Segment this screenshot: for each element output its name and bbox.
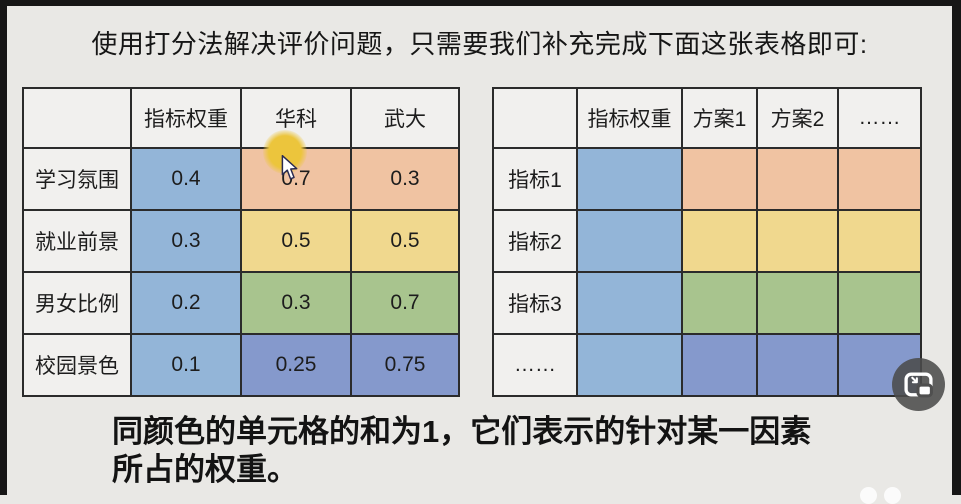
- table-row: ……: [492, 333, 922, 397]
- table-cell: [681, 271, 758, 335]
- row-header: 学习氛围: [22, 147, 132, 211]
- table-cell: 0.3: [130, 209, 242, 273]
- table-cell: 0.5: [350, 209, 460, 273]
- table-cell: [681, 147, 758, 211]
- column-header: ……: [837, 87, 922, 149]
- row-header: 校园景色: [22, 333, 132, 397]
- column-header: 方案2: [756, 87, 839, 149]
- example-score-table: 指标权重 华科 武大 学习氛围 0.4 0.7 0.3 就业前景 0.3 0.5…: [22, 87, 460, 397]
- column-header: [22, 87, 132, 149]
- column-header: 华科: [240, 87, 352, 149]
- table-row: 指标1: [492, 147, 922, 211]
- screen-frame-top: [0, 0, 961, 6]
- row-header: 就业前景: [22, 209, 132, 273]
- table-cell: [756, 209, 839, 273]
- table-cell: [837, 147, 922, 211]
- column-header: 武大: [350, 87, 460, 149]
- pip-button[interactable]: [892, 358, 945, 411]
- note-line-1: 同颜色的单元格的和为1，它们表示的针对某一因素: [112, 414, 812, 449]
- note-line-2: 所占的权重。: [112, 452, 298, 487]
- table-row: 指标2: [492, 209, 922, 273]
- table-cell: 0.7: [350, 271, 460, 335]
- table-cell: 0.75: [350, 333, 460, 397]
- row-header: 男女比例: [22, 271, 132, 335]
- table-row: 校园景色 0.1 0.25 0.75: [22, 333, 460, 397]
- table-row: 男女比例 0.2 0.3 0.7: [22, 271, 460, 335]
- table-cell: [756, 271, 839, 335]
- screen-frame-left: [0, 0, 7, 495]
- table-cell: [756, 333, 839, 397]
- column-header: 方案1: [681, 87, 758, 149]
- column-header: 指标权重: [576, 87, 683, 149]
- column-header: 指标权重: [130, 87, 242, 149]
- table-row: 指标3: [492, 271, 922, 335]
- table-cell: 0.7: [240, 147, 352, 211]
- row-header: 指标3: [492, 271, 578, 335]
- table-cell: [756, 147, 839, 211]
- table-row: 就业前景 0.3 0.5 0.5: [22, 209, 460, 273]
- table-cell: [681, 209, 758, 273]
- table-cell: 0.5: [240, 209, 352, 273]
- player-control-dot: [860, 487, 877, 504]
- table-cell: [576, 271, 683, 335]
- table-cell: [576, 333, 683, 397]
- table-cell: [837, 271, 922, 335]
- table-cell: [576, 147, 683, 211]
- row-header: 指标1: [492, 147, 578, 211]
- table-cell: 0.25: [240, 333, 352, 397]
- player-control-dot: [884, 487, 901, 504]
- template-score-table: 指标权重 方案1 方案2 …… 指标1 指标2 指标3 ……: [492, 87, 922, 397]
- table-cell: 0.3: [350, 147, 460, 211]
- note-text: 同颜色的单元格的和为1，它们表示的针对某一因素 所占的权重。: [112, 413, 912, 489]
- screen-frame-right: [952, 0, 961, 495]
- table-cell: 0.2: [130, 271, 242, 335]
- row-header: 指标2: [492, 209, 578, 273]
- table-cell: [837, 209, 922, 273]
- table-cell: 0.1: [130, 333, 242, 397]
- table-cell: 0.3: [240, 271, 352, 335]
- column-header: [492, 87, 578, 149]
- slide-title: 使用打分法解决评价问题，只需要我们补充完成下面这张表格即可:: [91, 29, 868, 59]
- picture-in-picture-icon: [904, 372, 933, 398]
- table-cell: 0.4: [130, 147, 242, 211]
- table-cell: [576, 209, 683, 273]
- table-row: 学习氛围 0.4 0.7 0.3: [22, 147, 460, 211]
- row-header: ……: [492, 333, 578, 397]
- table-cell: [681, 333, 758, 397]
